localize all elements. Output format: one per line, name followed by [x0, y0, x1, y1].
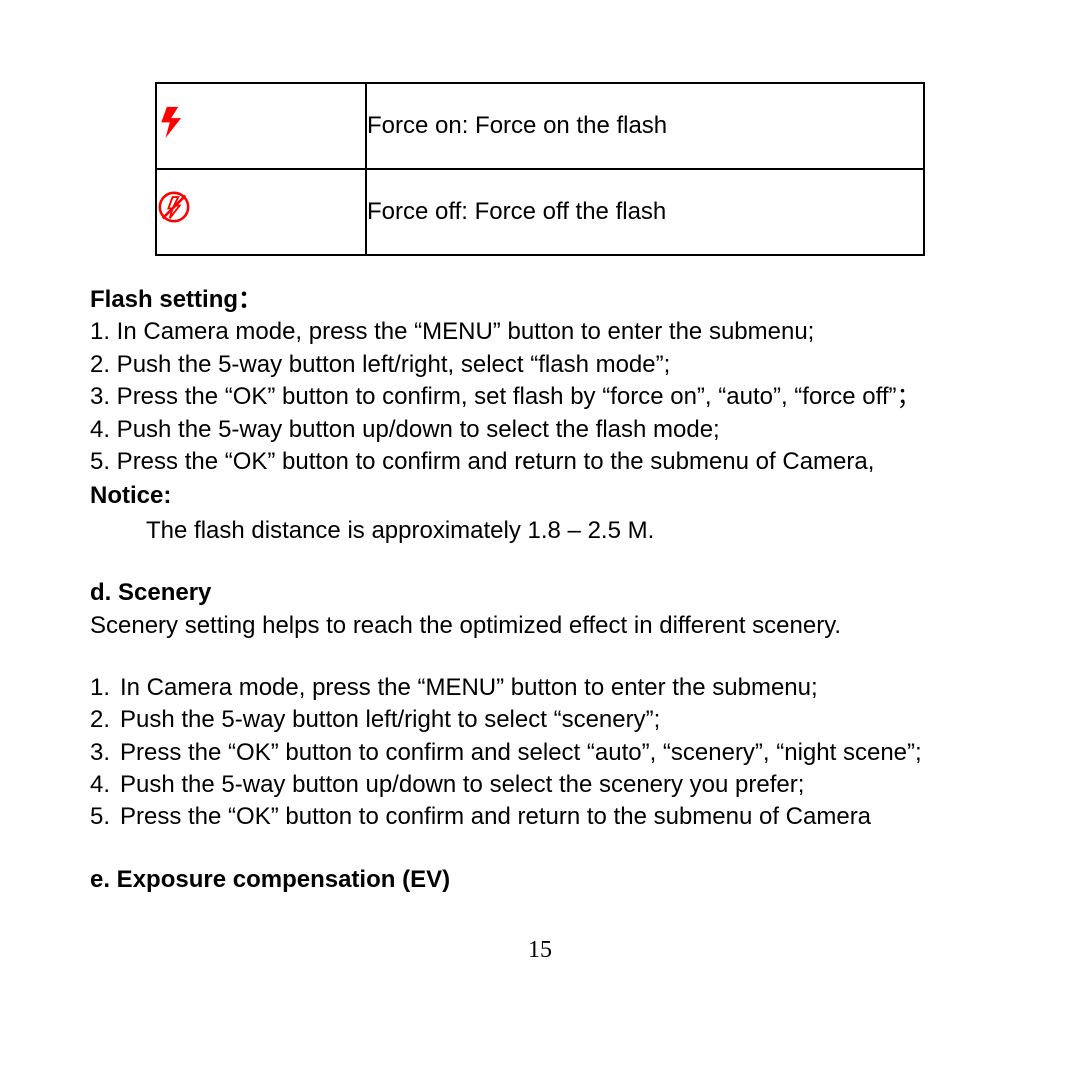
icon-cell-force-off — [156, 169, 366, 255]
flash-step-1: 1. In Camera mode, press the “MENU” butt… — [90, 316, 990, 348]
flash-on-icon — [157, 117, 191, 144]
desc-cell-force-on: Force on: Force on the flash — [366, 83, 924, 169]
scenery-step-3: 3. Press the “OK” button to confirm and … — [90, 737, 990, 769]
flash-step-5: 5. Press the “OK” button to confirm and … — [90, 446, 990, 478]
flash-setting-heading: Flash setting： — [90, 284, 990, 316]
page-number: 15 — [90, 934, 990, 966]
flash-step-2: 2. Push the 5-way button left/right, sel… — [90, 349, 990, 381]
step-number: 3. — [90, 737, 120, 769]
step-text: In Camera mode, press the “MENU” button … — [120, 672, 990, 704]
scenery-step-2: 2. Push the 5-way button left/right to s… — [90, 704, 990, 736]
step-text: Press the “OK” button to confirm and ret… — [120, 801, 990, 833]
desc-cell-force-off: Force off: Force off the flash — [366, 169, 924, 255]
flash-step-3: 3. Press the “OK” button to confirm, set… — [90, 381, 990, 413]
step-text: Push the 5-way button left/right to sele… — [120, 704, 990, 736]
icon-cell-force-on — [156, 83, 366, 169]
flash-off-icon — [157, 203, 191, 230]
notice-text: The flash distance is approximately 1.8 … — [90, 515, 990, 547]
step-text: Push the 5-way button up/down to select … — [120, 769, 990, 801]
scenery-steps-list: 1. In Camera mode, press the “MENU” butt… — [90, 672, 990, 834]
scenery-step-4: 4. Push the 5-way button up/down to sele… — [90, 769, 990, 801]
table-row: Force on: Force on the flash — [156, 83, 924, 169]
table-row: Force off: Force off the flash — [156, 169, 924, 255]
notice-heading: Notice: — [90, 480, 990, 512]
step-number: 2. — [90, 704, 120, 736]
scenery-step-1: 1. In Camera mode, press the “MENU” butt… — [90, 672, 990, 704]
exposure-heading: e. Exposure compensation (EV) — [90, 864, 990, 896]
step-number: 1. — [90, 672, 120, 704]
flash-step-4: 4. Push the 5-way button up/down to sele… — [90, 414, 990, 446]
step-number: 4. — [90, 769, 120, 801]
flash-table: Force on: Force on the flash Force off: … — [155, 82, 925, 256]
scenery-intro: Scenery setting helps to reach the optim… — [90, 610, 990, 642]
step-text: Press the “OK” button to confirm and sel… — [120, 737, 990, 769]
scenery-step-5: 5. Press the “OK” button to confirm and … — [90, 801, 990, 833]
scenery-heading: d. Scenery — [90, 577, 990, 609]
step-number: 5. — [90, 801, 120, 833]
